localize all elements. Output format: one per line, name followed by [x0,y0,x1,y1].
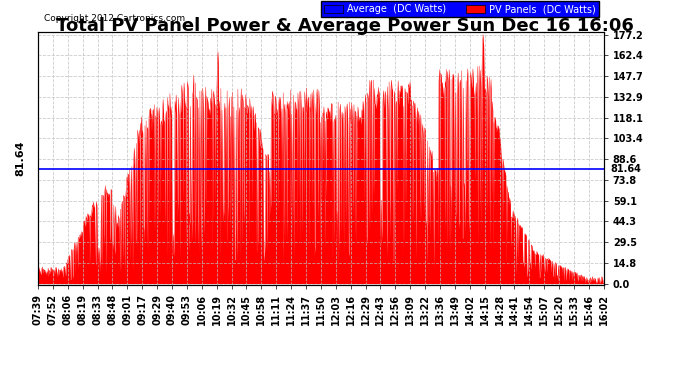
Text: Copyright 2012 Cartronics.com: Copyright 2012 Cartronics.com [43,14,185,23]
Y-axis label: 81.64: 81.64 [15,141,26,176]
Text: Total PV Panel Power & Average Power Sun Dec 16 16:06: Total PV Panel Power & Average Power Sun… [56,17,634,35]
Legend: Average  (DC Watts), PV Panels  (DC Watts): Average (DC Watts), PV Panels (DC Watts) [321,1,599,17]
Text: 81.64: 81.64 [611,164,642,174]
